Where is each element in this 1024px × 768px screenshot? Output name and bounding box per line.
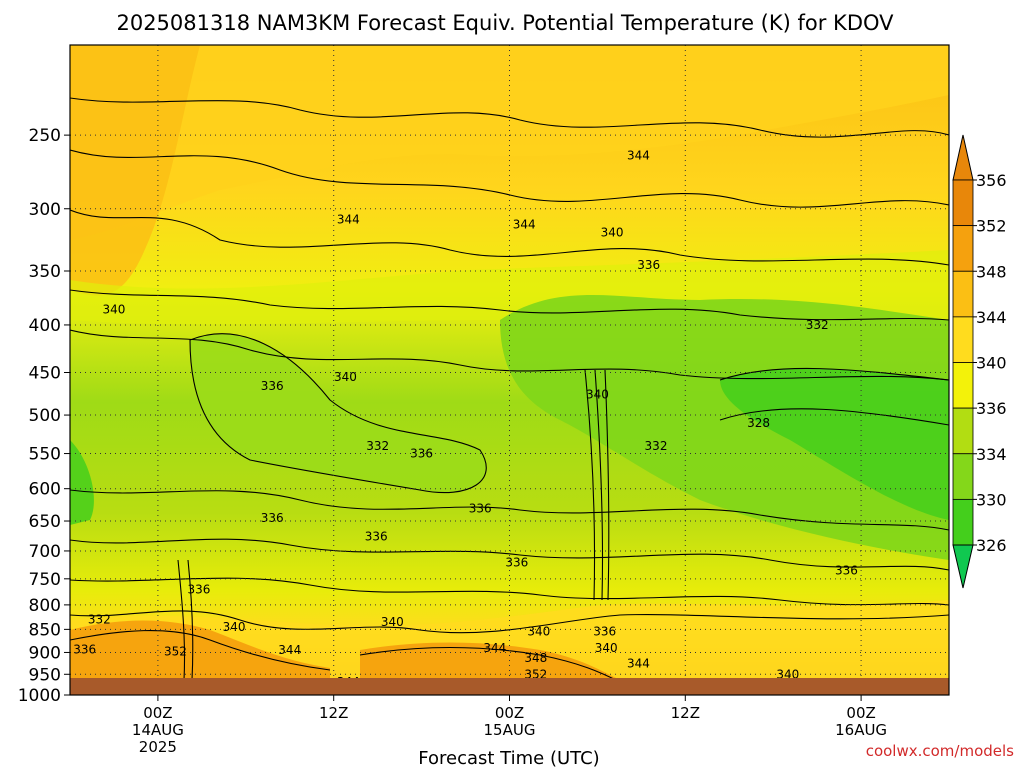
colorbar-label: 336	[976, 399, 1007, 418]
upper-left-band	[70, 45, 200, 296]
contour-label: 344	[627, 657, 650, 671]
y-tick-label: 500	[29, 406, 61, 426]
contour-label: 336	[505, 555, 528, 569]
y-tick-label: 550	[29, 445, 61, 465]
green-pocket-edge	[70, 440, 94, 525]
contour-label: 340	[334, 370, 357, 384]
x-tick-label: 00Z	[846, 704, 875, 722]
y-tick-label: 250	[29, 126, 61, 146]
contour-label: 344	[483, 641, 506, 655]
colorbar-label: 334	[976, 445, 1007, 464]
colorbar-label: 348	[976, 262, 1007, 281]
y-tick-label: 1000	[18, 686, 61, 706]
contour-label: 336	[261, 379, 284, 393]
contour-label: 336	[73, 642, 96, 656]
colorbar-segment	[952, 179, 974, 227]
contour-label: 344	[337, 212, 360, 226]
x-tick-label: 2025	[139, 738, 177, 756]
x-tick-label: 15AUG	[484, 721, 536, 739]
y-tick-label: 300	[29, 200, 61, 220]
contour-label: 340	[776, 667, 799, 681]
contour-label: 348	[524, 651, 547, 665]
x-tick-label: 12Z	[671, 704, 700, 722]
colorbar-top-arrow	[952, 134, 974, 181]
colorbar-label: 326	[976, 536, 1007, 555]
contour-label: 336	[410, 447, 433, 461]
contour-label: 344	[278, 643, 301, 657]
colorbar-segment	[952, 453, 974, 500]
contour-label: 336	[261, 511, 284, 525]
y-tick-label: 650	[29, 512, 61, 532]
contour-label: 340	[595, 641, 618, 655]
contour-label: 340	[102, 303, 125, 317]
contour-label: 336	[187, 582, 210, 596]
x-tick-label: 14AUG	[132, 721, 184, 739]
boundary-layer-warm-left	[70, 620, 330, 695]
colorbar-label: 340	[976, 354, 1007, 373]
colorbar-segment	[952, 498, 974, 546]
green-region-right	[500, 295, 949, 560]
x-axis-label: Forecast Time (UTC)	[418, 748, 599, 768]
y-axis: 250 300 350 400 450 500 550 600 650 700 750 800 850 9…	[18, 126, 70, 706]
y-tick-label: 950	[29, 665, 61, 685]
x-tick-label: 00Z	[143, 704, 172, 722]
colorbar-label: 344	[976, 308, 1007, 327]
y-tick-label: 600	[29, 480, 61, 500]
y-tick-label: 400	[29, 316, 61, 336]
contour-label: 336	[637, 258, 660, 272]
contour-label: 340	[527, 625, 550, 639]
colorbar: 356 352 348 344 340 336 334 330 326	[952, 134, 1007, 589]
contour-label: 340	[586, 387, 609, 401]
contour-label: 336	[593, 625, 616, 639]
colorbar-segment	[952, 362, 974, 409]
contour-label: 328	[747, 416, 770, 430]
y-tick-label: 850	[29, 620, 61, 640]
contour-label: 352	[164, 645, 187, 659]
contour-label: 340	[223, 620, 246, 634]
colorbar-segment	[952, 270, 974, 318]
green-pocket-left	[190, 333, 487, 493]
contour-label: 336	[365, 529, 388, 543]
colorbar-label: 330	[976, 490, 1007, 509]
chart-title: 2025081318 NAM3KM Forecast Equiv. Potent…	[116, 11, 894, 35]
y-tick-label: 900	[29, 643, 61, 663]
contour-label: 332	[645, 439, 668, 453]
plot-area: 344 344 344 340 336 340 332 340 336 340 328 332 336 3…	[70, 45, 949, 695]
colorbar-segment	[952, 407, 974, 455]
y-tick-label: 800	[29, 596, 61, 616]
contour-label: 340	[381, 615, 404, 629]
contour-label: 344	[627, 149, 650, 163]
contour-label: 332	[88, 613, 111, 627]
y-tick-label: 750	[29, 570, 61, 590]
grid-lines	[70, 45, 949, 695]
x-tick-label: 00Z	[495, 704, 524, 722]
colorbar-segment	[952, 316, 974, 363]
y-tick-label: 700	[29, 542, 61, 562]
x-tick-label: 12Z	[319, 704, 348, 722]
contour-lines	[70, 97, 949, 683]
contour-label: 340	[601, 225, 624, 239]
colorbar-label: 356	[976, 171, 1007, 190]
ground-band	[70, 678, 949, 695]
contour-label: 336	[835, 564, 858, 578]
x-tick-label: 16AUG	[835, 721, 887, 739]
y-tick-label: 350	[29, 262, 61, 282]
credit-text: coolwx.com/models	[866, 742, 1014, 760]
contour-label: 332	[806, 318, 829, 332]
contour-labels: 344 344 344 340 336 340 332 340 336 340 328 332 336 3…	[73, 149, 858, 689]
contour-label: 336	[469, 501, 492, 515]
colorbar-label: 352	[976, 217, 1007, 236]
dark-green-core	[720, 368, 949, 520]
colorbar-segment	[952, 225, 974, 272]
contour-label: 344	[513, 218, 536, 232]
contour-label: 332	[366, 439, 389, 453]
colorbar-bottom-arrow	[952, 544, 974, 589]
y-tick-label: 450	[29, 364, 61, 384]
upper-band	[70, 45, 949, 240]
